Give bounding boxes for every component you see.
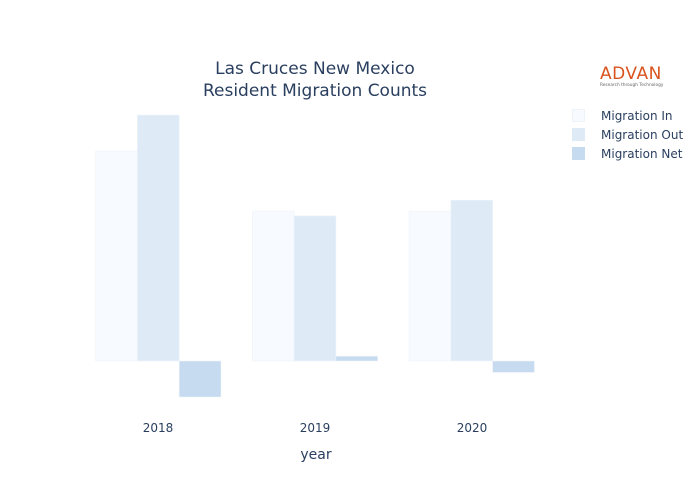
advan-logo: ADVAN Research through Technology [600,66,672,89]
bar-migration-in-2020[interactable] [408,211,452,362]
bar-migration-in-2018[interactable] [95,150,138,362]
legend-label-migration-out: Migration Out [601,127,684,142]
legend-swatch-migration-out [572,128,585,141]
bar-migration-in-2019[interactable] [252,210,295,362]
legend-swatch-migration-net [572,147,585,160]
legend-item-migration-in[interactable]: Migration In [572,106,683,125]
bar-migration-out-2020[interactable] [450,199,493,362]
legend-label-migration-net: Migration Net [601,146,683,161]
bars-layer [95,114,535,398]
bar-migration-out-2019[interactable] [293,215,337,362]
x-tick-2019: 2019 [299,421,331,435]
logo-tagline: Research through Technology [600,83,664,88]
bar-migration-net-2019[interactable] [335,355,378,362]
x-tick-2020: 2020 [456,421,488,435]
legend-item-migration-out[interactable]: Migration Out [572,125,683,144]
legend-item-migration-net[interactable]: Migration Net [572,144,683,163]
bar-migration-net-2020[interactable] [492,360,535,373]
x-axis-label: year [300,447,332,463]
legend: Migration In Migration Out Migration Net [572,106,683,163]
chart-title-line-1: Las Cruces New Mexico [215,59,415,79]
legend-swatch-migration-in [572,109,585,122]
logo-name: ADVAN [600,64,662,84]
x-tick-2018: 2018 [142,421,174,435]
bar-migration-net-2018[interactable] [178,360,222,398]
bar-migration-out-2018[interactable] [137,114,180,362]
chart-title-line-2: Resident Migration Counts [202,81,428,101]
legend-label-migration-in: Migration In [601,108,673,123]
